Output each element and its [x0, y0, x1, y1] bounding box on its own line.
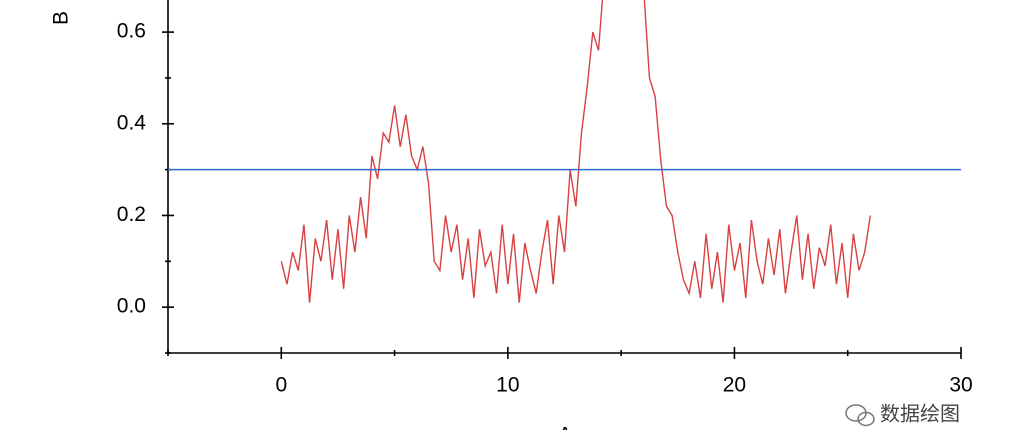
x-tick-label: 10	[496, 374, 519, 397]
y-tick-label: 0.4	[117, 111, 147, 134]
y-tick-label: 0.0	[117, 295, 146, 318]
x-tick-label: 20	[723, 374, 746, 397]
x-tick-label: 0	[275, 374, 287, 397]
y-tick-label: 0.6	[117, 20, 146, 43]
x-tick-label: 30	[949, 374, 972, 397]
watermark: 数据绘图	[880, 402, 960, 425]
y-axis-label: B	[50, 11, 73, 25]
plot-area	[168, 0, 961, 303]
x-axis-label: A	[558, 424, 572, 430]
watermark-icon	[845, 404, 875, 427]
y-tick-label: 0.2	[117, 203, 146, 226]
data-line	[280, 0, 872, 303]
